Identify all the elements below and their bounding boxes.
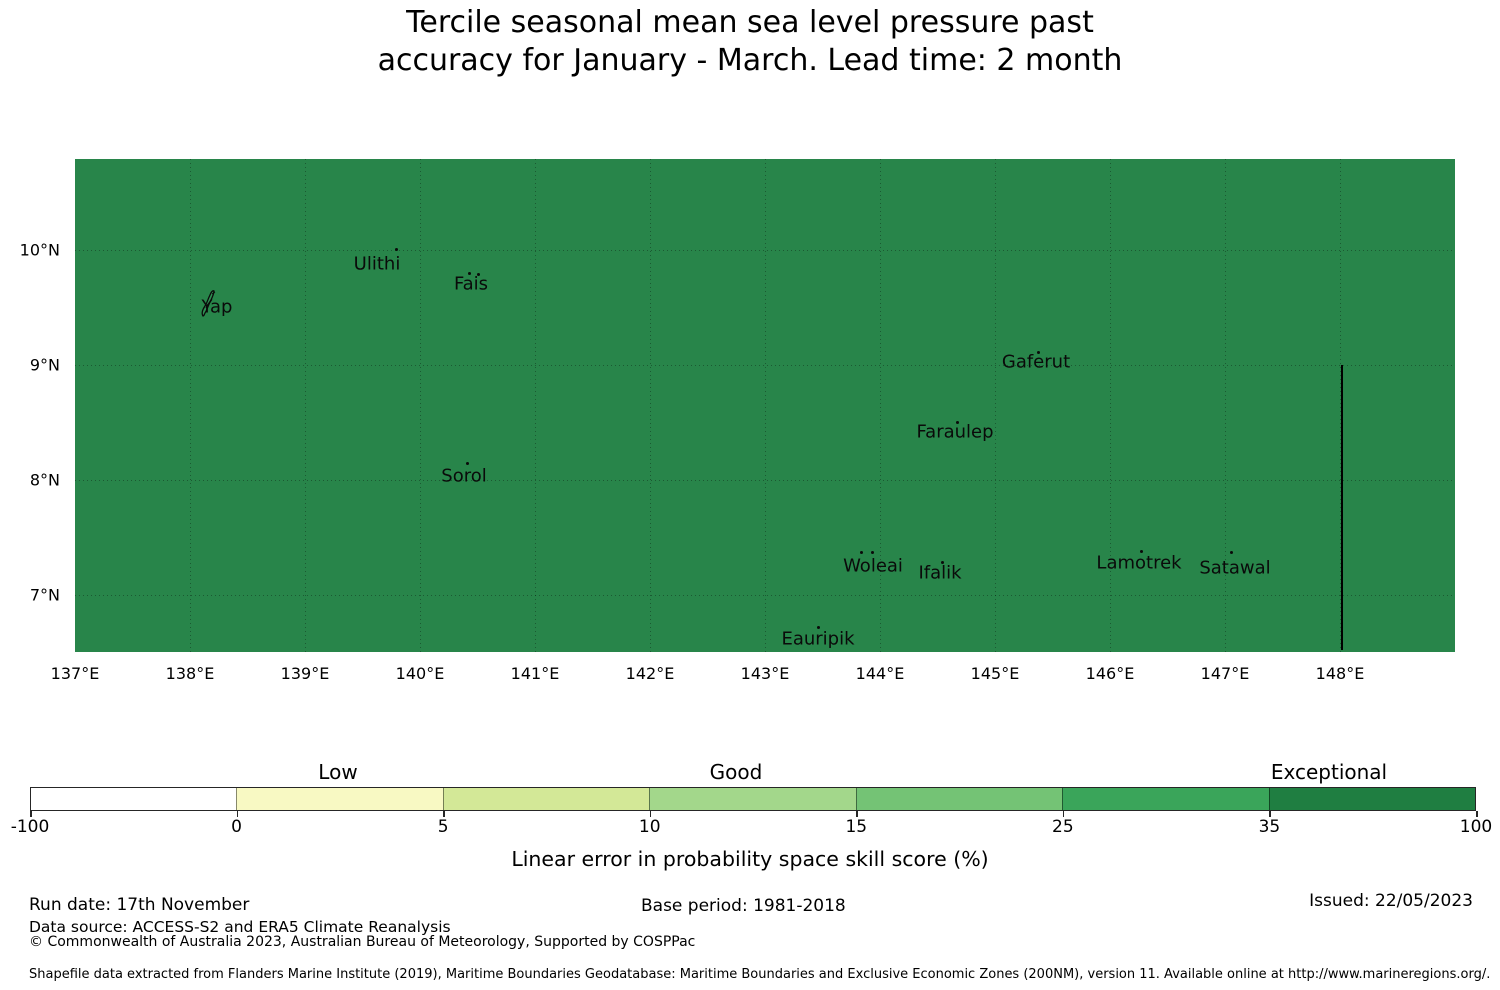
x-tick-label: 139°E <box>280 664 330 683</box>
island-label: Fais <box>453 273 489 295</box>
colorbar-tick-label: 100 <box>1459 817 1493 837</box>
colorbar-tick <box>856 811 858 817</box>
island-label: Gaferut <box>1001 351 1071 373</box>
issued-date-text: Issued: 22/05/2023 <box>1309 891 1473 911</box>
data-source-text: Data source: ACCESS-S2 and ERA5 Climate … <box>29 918 451 936</box>
x-tick-label: 138°E <box>165 664 215 683</box>
colorbar-class-label: Good <box>709 760 763 784</box>
colorbar-class-label: Exceptional <box>1270 760 1388 784</box>
island-dot <box>817 626 820 629</box>
island-dot <box>941 561 944 564</box>
island-dot <box>466 462 469 465</box>
copyright-text: © Commonwealth of Australia 2023, Austra… <box>29 934 696 950</box>
island-label: Yap <box>201 296 233 318</box>
shapefile-note-text: Shapefile data extracted from Flanders M… <box>29 967 1491 982</box>
colorbar-segment <box>649 788 856 810</box>
colorbar-tick-label: 5 <box>437 817 449 837</box>
island-dot <box>395 248 398 251</box>
island-label: Satawal <box>1199 557 1271 579</box>
colorbar-tick <box>30 811 32 817</box>
x-tick-label: 137°E <box>50 664 100 683</box>
x-tick-label: 143°E <box>740 664 790 683</box>
colorbar-tick-label: 0 <box>231 817 242 837</box>
colorbar-segment <box>31 788 237 810</box>
island-dot <box>477 273 480 276</box>
y-tick-label: 8°N <box>29 470 60 490</box>
island-dot <box>871 551 874 554</box>
colorbar-tick <box>236 811 239 817</box>
colorbar-tick <box>1476 811 1478 817</box>
island-dot <box>956 421 959 424</box>
map-area: Yap Ulithi Fais Sorol Gaferut Faraulep Woleai I… <box>75 159 1455 652</box>
x-tick-label: 140°E <box>395 664 445 683</box>
island-dot <box>860 551 863 554</box>
x-tick-label: 146°E <box>1085 664 1135 683</box>
x-tick-label: 142°E <box>625 664 675 683</box>
island-label: Woleai <box>843 555 903 577</box>
island-dot <box>1037 351 1040 354</box>
colorbar-segment <box>236 788 443 810</box>
colorbar-tick <box>1269 811 1271 817</box>
x-tick-label: 147°E <box>1200 664 1250 683</box>
longitude-gridline <box>1110 159 1111 652</box>
island-dot <box>468 272 471 275</box>
longitude-gridline <box>650 159 651 652</box>
longitude-gridline <box>1225 159 1226 652</box>
colorbar-tick-label: 15 <box>845 817 868 837</box>
longitude-gridline <box>1340 159 1341 652</box>
island-label: Lamotrek <box>1096 552 1182 574</box>
latitude-gridline <box>75 480 1455 481</box>
island-label: Eauripik <box>781 628 855 650</box>
latitude-gridline <box>75 250 1455 251</box>
colorbar-tick <box>443 811 445 817</box>
island-label: Faraulep <box>916 421 994 443</box>
colorbar-tick-label: 35 <box>1258 817 1281 837</box>
colorbar-segment <box>442 788 650 810</box>
colorbar-tick-label: 25 <box>1052 817 1074 837</box>
longitude-gridline <box>190 159 191 652</box>
base-period-text: Base period: 1981-2018 <box>641 896 846 916</box>
colorbar-segment <box>1268 788 1475 810</box>
x-tick-label: 144°E <box>855 664 905 683</box>
longitude-gridline <box>535 159 536 652</box>
colorbar-tick <box>1062 811 1065 817</box>
y-tick-label: 10°N <box>19 240 60 260</box>
island-label: Sorol <box>441 465 487 487</box>
island-dot <box>1230 551 1233 554</box>
figure-title-line2: accuracy for January - March. Lead time:… <box>377 43 1123 78</box>
colorbar-axis-label: Linear error in probability space skill … <box>511 847 989 871</box>
run-date-text: Run date: 17th November <box>29 895 250 915</box>
y-tick-label: 7°N <box>29 585 60 605</box>
colorbar-segment <box>1062 788 1269 810</box>
y-tick-label: 9°N <box>29 355 60 375</box>
colorbar-tick <box>649 811 652 817</box>
longitude-gridline <box>305 159 306 652</box>
x-tick-label: 141°E <box>510 664 560 683</box>
longitude-gridline <box>995 159 996 652</box>
island-label: Ifalik <box>918 562 962 584</box>
eez-boundary-line <box>1341 365 1343 650</box>
x-tick-label: 145°E <box>970 664 1020 683</box>
figure-title-line1: Tercile seasonal mean sea level pressure… <box>406 5 1094 40</box>
latitude-gridline <box>75 365 1455 366</box>
longitude-gridline <box>880 159 881 652</box>
island-dot <box>1140 550 1143 553</box>
island-label: Ulithi <box>353 253 401 275</box>
x-tick-label: 148°E <box>1315 664 1365 683</box>
longitude-gridline <box>420 159 421 652</box>
colorbar-tick-label: 10 <box>638 817 661 837</box>
longitude-gridline <box>765 159 766 652</box>
colorbar-tick-label: -100 <box>10 817 50 837</box>
colorbar-class-label: Low <box>318 760 358 784</box>
colorbar <box>30 787 1476 811</box>
yap-island-shape <box>196 288 222 324</box>
colorbar-segment <box>855 788 1063 810</box>
latitude-gridline <box>75 595 1455 596</box>
